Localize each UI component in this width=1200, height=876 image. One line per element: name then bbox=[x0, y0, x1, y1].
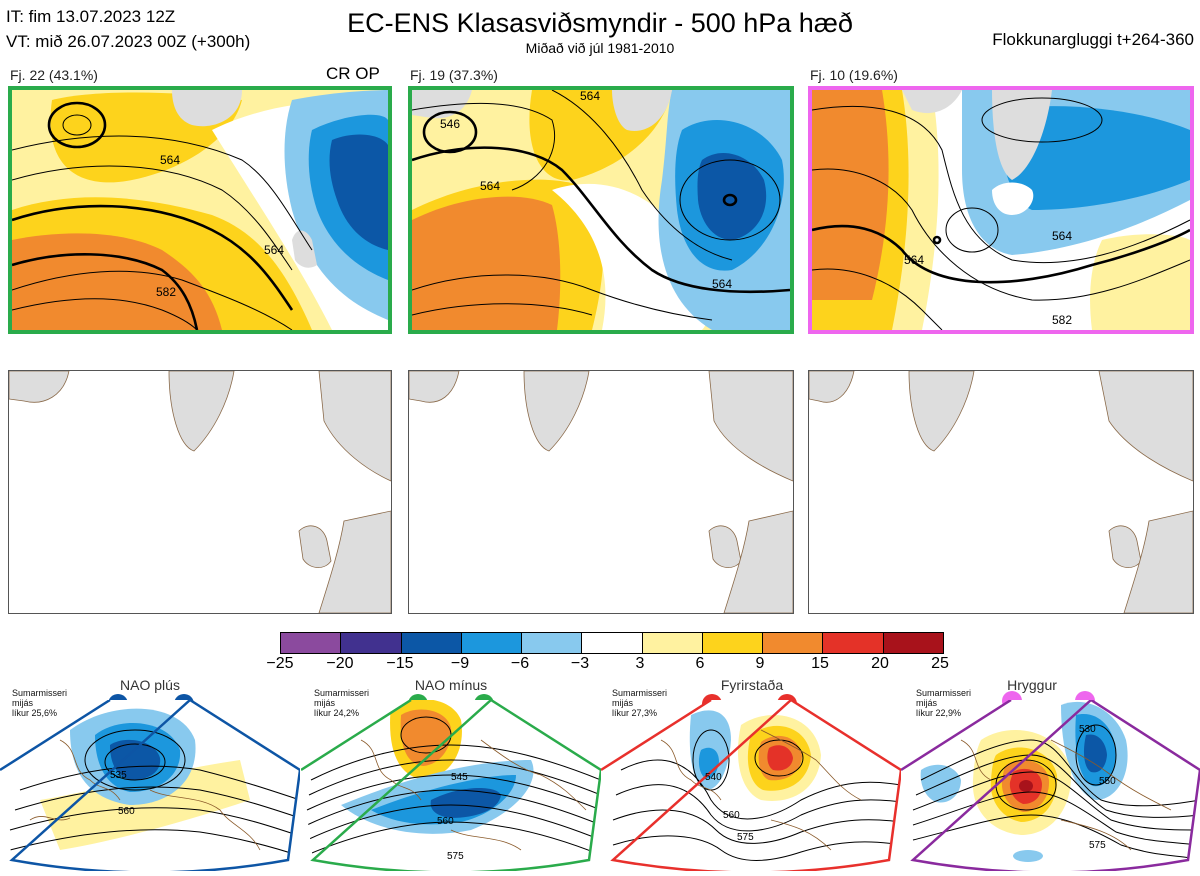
header-info: IT: fim 13.07.2023 12Z VT: mið 26.07.202… bbox=[6, 4, 250, 54]
regime-ridge-title: Hryggur bbox=[1007, 677, 1057, 693]
initial-time: IT: fim 13.07.2023 12Z bbox=[6, 7, 176, 26]
colorbar-swatch bbox=[461, 633, 523, 653]
regime-blocking-title: Fyrirstaða bbox=[720, 677, 784, 693]
cluster-2-contour-564-right: 564 bbox=[712, 277, 732, 291]
cluster-1-contour-564-right: 564 bbox=[264, 243, 284, 257]
cluster-2-label: Fj. 19 (37.3%) bbox=[410, 67, 498, 83]
cluster-2-contour-546: 546 bbox=[440, 117, 460, 131]
cluster-1-contour-582: 582 bbox=[156, 285, 176, 299]
colorbar-swatch bbox=[642, 633, 703, 653]
regime-nao-plus-note: Sumarmisseri mijás líkur 25,6% bbox=[12, 688, 68, 718]
regime-blocking-note: Sumarmisseri mijás líkur 27,3% bbox=[612, 688, 668, 718]
colorbar-swatch bbox=[341, 633, 402, 653]
colorbar-swatch bbox=[522, 633, 583, 653]
empty-map-1 bbox=[8, 370, 392, 614]
regime-nao-plus-title: NAO plús bbox=[120, 677, 180, 693]
regime-nao-minus-contour-545: 545 bbox=[451, 772, 468, 783]
cluster-3-contour-582: 582 bbox=[1052, 313, 1072, 327]
cluster-1-map: 564 564 582 bbox=[8, 86, 392, 334]
regime-ridge-contour-550: 550 bbox=[1099, 776, 1116, 787]
colorbar-swatch bbox=[702, 633, 764, 653]
colorbar-tick: 3 bbox=[635, 655, 645, 672]
colorbar-tick: −15 bbox=[386, 655, 414, 672]
regime-blocking-contour-540: 540 bbox=[705, 772, 722, 783]
colorbar-swatch bbox=[883, 633, 943, 653]
regime-nao-minus-title: NAO mínus bbox=[414, 677, 488, 693]
colorbar-tick: −6 bbox=[510, 655, 530, 672]
regime-nao-plus-map: 535 560 bbox=[0, 698, 302, 876]
colorbar bbox=[280, 632, 944, 654]
colorbar-swatch bbox=[763, 633, 824, 653]
colorbar-tick: 15 bbox=[811, 655, 829, 672]
cluster-3-contour-564-left: 564 bbox=[904, 253, 924, 267]
regime-ridge-map: 530 550 575 bbox=[900, 698, 1200, 876]
empty-map-3 bbox=[808, 370, 1194, 614]
colorbar-swatch bbox=[281, 633, 342, 653]
colorbar-tick: 25 bbox=[931, 655, 949, 672]
colorbar-tick: −20 bbox=[326, 655, 354, 672]
colorbar-tick: 9 bbox=[755, 655, 765, 672]
regime-nao-minus-note: Sumarmisseri mijás líkur 24,2% bbox=[314, 688, 370, 718]
cluster-1-tags: CR OP bbox=[326, 64, 380, 83]
regime-ridge-contour-575: 575 bbox=[1089, 840, 1106, 851]
regime-blocking-contour-560: 560 bbox=[723, 810, 740, 821]
empty-map-2 bbox=[408, 370, 794, 614]
cluster-2-map: 546 564 564 564 bbox=[408, 86, 794, 334]
valid-time: VT: mið 26.07.2023 00Z (+300h) bbox=[6, 32, 251, 51]
cluster-2-contour-564-top: 564 bbox=[580, 90, 600, 103]
regime-ridge-note: Sumarmisseri mijás líkur 22,9% bbox=[916, 688, 972, 718]
regime-nao-minus-contour-575: 575 bbox=[447, 851, 464, 862]
colorbar-swatch bbox=[401, 633, 462, 653]
cluster-3-map: 564 564 582 bbox=[808, 86, 1194, 334]
cluster-1-contour-564-top: 564 bbox=[160, 153, 180, 167]
colorbar-tick: −9 bbox=[450, 655, 470, 672]
regime-nao-plus-contour-535: 535 bbox=[110, 770, 127, 781]
regime-blocking-map: 540 560 575 bbox=[600, 698, 903, 876]
regime-ridge-contour-530: 530 bbox=[1079, 724, 1096, 735]
colorbar-swatch bbox=[823, 633, 884, 653]
cluster-2-contour-564-left: 564 bbox=[480, 179, 500, 193]
colorbar-tick: 20 bbox=[871, 655, 889, 672]
page-subtitle: Miðað við júl 1981-2010 bbox=[525, 40, 675, 56]
regime-nao-plus-contour-560: 560 bbox=[118, 806, 135, 817]
regime-nao-minus-contour-560: 560 bbox=[437, 816, 454, 827]
cluster-1-label: Fj. 22 (43.1%) bbox=[10, 67, 98, 83]
page-title: EC-ENS Klasasviðsmyndir - 500 hPa hæð bbox=[347, 8, 853, 38]
colorbar-swatch bbox=[582, 633, 643, 653]
colorbar-tick: 6 bbox=[695, 655, 705, 672]
colorbar-tick: −3 bbox=[570, 655, 590, 672]
regime-nao-minus-map: 545 560 575 bbox=[300, 698, 603, 876]
regime-blocking-contour-575: 575 bbox=[737, 832, 754, 843]
cluster-3-contour-564-right: 564 bbox=[1052, 229, 1072, 243]
colorbar-tick: −25 bbox=[266, 655, 294, 672]
classification-window: Flokkunargluggi t+264-360 bbox=[992, 30, 1194, 49]
cluster-3-label: Fj. 10 (19.6%) bbox=[810, 67, 898, 83]
